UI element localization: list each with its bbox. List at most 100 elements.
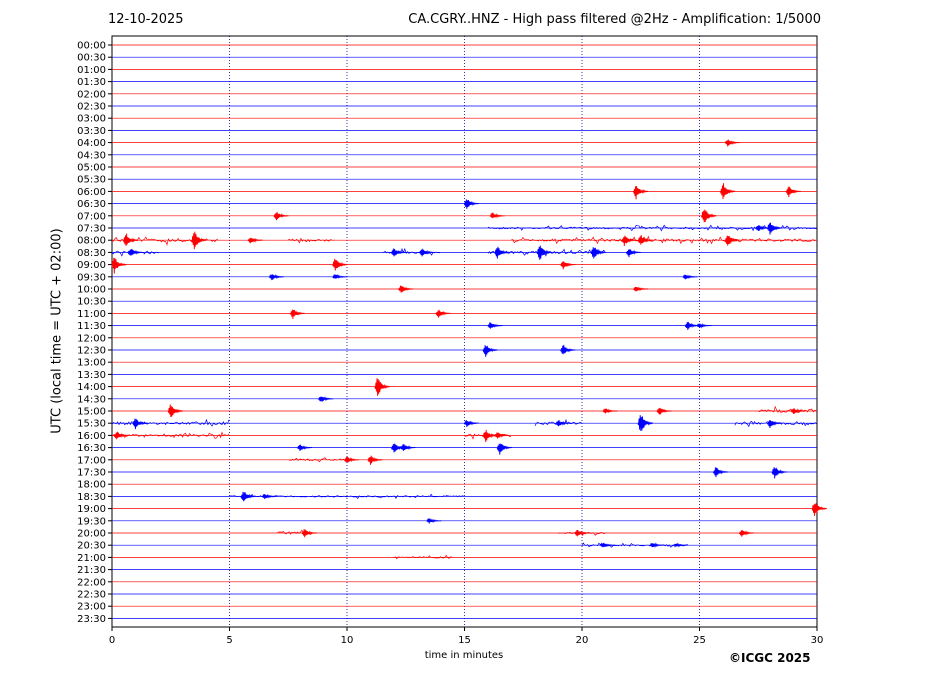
event-0800-21.8 bbox=[621, 235, 637, 247]
event-1730-28.2 bbox=[771, 467, 787, 479]
ytick-label-0330: 03:30 bbox=[77, 126, 106, 137]
event-0900-19.2 bbox=[560, 261, 576, 270]
event-0830-20.5 bbox=[590, 247, 607, 259]
event-1500-21 bbox=[602, 408, 618, 414]
ytick-label-0300: 03:00 bbox=[77, 114, 106, 125]
event-1830-5.6 bbox=[240, 491, 256, 502]
noise-segment bbox=[393, 554, 452, 560]
xtick-label-25: 25 bbox=[693, 635, 706, 646]
event-1530-1 bbox=[132, 418, 148, 430]
xtick-label-15: 15 bbox=[458, 635, 471, 646]
event-2030-24 bbox=[673, 542, 689, 548]
event-0830-22 bbox=[625, 249, 642, 258]
event-0800-0.6 bbox=[122, 233, 139, 246]
event-2000-8.2 bbox=[301, 529, 317, 538]
event-0800-22.5 bbox=[637, 235, 654, 245]
ytick-label-0500: 05:00 bbox=[77, 163, 106, 174]
event-0900-9.5 bbox=[332, 258, 348, 271]
ytick-label-2230: 22:30 bbox=[77, 590, 106, 601]
event-1630-8 bbox=[296, 444, 313, 452]
ytick-label-0600: 06:00 bbox=[77, 187, 106, 198]
noise-segment bbox=[581, 542, 688, 548]
ytick-label-1400: 14:00 bbox=[77, 382, 106, 393]
noise-segment bbox=[758, 405, 817, 414]
event-1700-11 bbox=[367, 455, 383, 465]
noise-segment bbox=[111, 431, 230, 439]
event-1900-29.9 bbox=[811, 503, 828, 517]
event-0800-26.2 bbox=[724, 235, 741, 246]
ytick-label-1730: 17:30 bbox=[77, 468, 106, 479]
event-1530-19 bbox=[555, 420, 571, 427]
ytick-label-1830: 18:30 bbox=[77, 492, 106, 503]
event-0800-3.5 bbox=[191, 231, 207, 250]
ytick-label-1700: 17:00 bbox=[77, 455, 106, 466]
xtick-label-30: 30 bbox=[811, 635, 824, 646]
ytick-label-0930: 09:30 bbox=[77, 272, 106, 283]
ytick-label-2330: 23:30 bbox=[77, 614, 106, 625]
xtick-label-20: 20 bbox=[576, 635, 589, 646]
event-0830-13.2 bbox=[419, 248, 435, 257]
event-1500-29 bbox=[790, 408, 806, 414]
event-1130-25 bbox=[696, 322, 712, 329]
ytick-label-1430: 14:30 bbox=[77, 394, 106, 405]
event-0800-5.9 bbox=[247, 237, 263, 244]
event-2030-23 bbox=[649, 542, 665, 548]
ytick-label-1000: 10:00 bbox=[77, 285, 106, 296]
ytick-label-2130: 21:30 bbox=[77, 565, 106, 576]
ytick-label-1230: 12:30 bbox=[77, 346, 106, 357]
event-0700-25.2 bbox=[700, 209, 717, 223]
event-1100-7.7 bbox=[289, 309, 306, 319]
event-1530-22.5 bbox=[637, 415, 654, 432]
event-0900-0.1 bbox=[111, 257, 127, 274]
xtick-label-0: 0 bbox=[109, 635, 115, 646]
event-0600-26 bbox=[719, 183, 736, 200]
ytick-label-1330: 13:30 bbox=[77, 370, 106, 381]
event-1430-8.9 bbox=[318, 395, 334, 402]
ytick-label-0530: 05:30 bbox=[77, 175, 106, 186]
xtick-label-5: 5 bbox=[226, 635, 232, 646]
copyright-label: ©ICGC 2025 bbox=[729, 651, 811, 665]
ytick-label-0000: 00:00 bbox=[77, 41, 106, 52]
ytick-label-0730: 07:30 bbox=[77, 224, 106, 235]
event-0830-12 bbox=[390, 248, 407, 257]
x-axis-label: time in minutes bbox=[424, 650, 504, 661]
event-0700-16.2 bbox=[489, 212, 505, 219]
ytick-label-1500: 15:00 bbox=[77, 407, 106, 418]
ytick-label-1900: 19:00 bbox=[77, 504, 106, 515]
ytick-label-0400: 04:00 bbox=[77, 138, 106, 149]
ytick-label-1600: 16:00 bbox=[77, 431, 106, 442]
ytick-label-0830: 08:30 bbox=[77, 248, 106, 259]
ytick-label-0630: 06:30 bbox=[77, 199, 106, 210]
ytick-label-2030: 20:30 bbox=[77, 541, 106, 552]
noise-segment bbox=[288, 457, 347, 463]
y-axis-label: UTC (local time = UTC + 02:00) bbox=[49, 228, 65, 434]
ytick-label-0200: 02:00 bbox=[77, 89, 106, 100]
event-1630-12.4 bbox=[400, 443, 416, 451]
ytick-label-0030: 00:30 bbox=[77, 53, 106, 64]
event-1130-16.1 bbox=[487, 322, 503, 329]
event-1700-10 bbox=[343, 456, 360, 463]
event-0930-24.4 bbox=[682, 274, 698, 280]
xtick-label-10: 10 bbox=[341, 635, 354, 646]
event-0400-26.2 bbox=[724, 139, 740, 147]
ytick-label-1300: 13:00 bbox=[77, 358, 106, 369]
noise-segment bbox=[111, 418, 230, 427]
plot-frame bbox=[111, 35, 818, 628]
event-0930-6.8 bbox=[268, 273, 285, 281]
ytick-label-1130: 11:30 bbox=[77, 321, 106, 332]
event-1500-2.5 bbox=[167, 404, 184, 418]
ytick-label-1200: 12:00 bbox=[77, 333, 106, 344]
event-1530-15.1 bbox=[463, 420, 480, 427]
event-0600-28.8 bbox=[785, 186, 802, 198]
ytick-label-0100: 01:00 bbox=[77, 65, 106, 76]
event-0700-7 bbox=[273, 211, 289, 221]
noise-segment bbox=[288, 237, 335, 244]
ytick-label-1800: 18:00 bbox=[77, 480, 106, 491]
ytick-label-1100: 11:00 bbox=[77, 309, 106, 320]
ytick-label-2100: 21:00 bbox=[77, 553, 106, 564]
event-0830-18.2 bbox=[536, 245, 553, 260]
event-1930-13.5 bbox=[426, 518, 442, 524]
event-1100-13.9 bbox=[435, 309, 451, 318]
event-1000-12.3 bbox=[397, 285, 414, 293]
ytick-label-0230: 02:30 bbox=[77, 102, 106, 113]
